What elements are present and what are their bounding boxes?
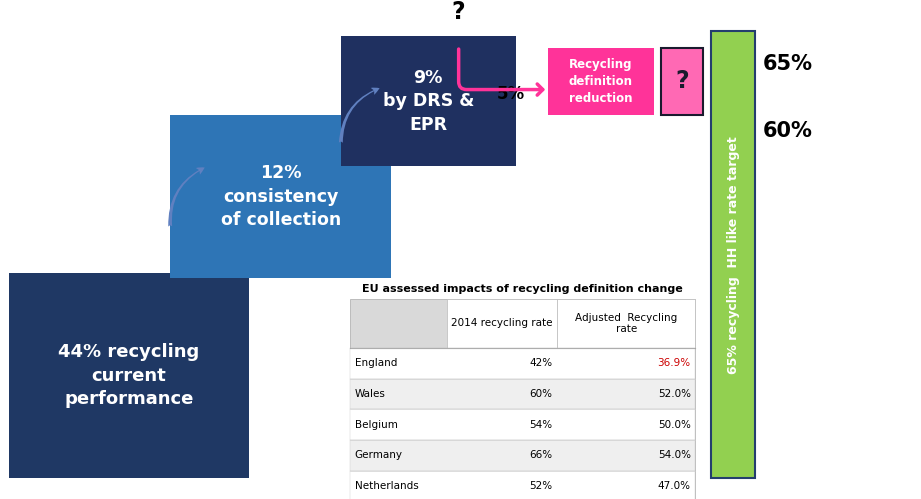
- Text: England: England: [355, 358, 397, 368]
- Text: Belgium: Belgium: [355, 420, 398, 430]
- Text: 2014 recycling rate: 2014 recycling rate: [451, 318, 553, 328]
- Text: Adjusted  Recycling
rate: Adjusted Recycling rate: [575, 312, 678, 334]
- Text: 66%: 66%: [530, 451, 553, 461]
- Text: 44% recycling
current
performance: 44% recycling current performance: [58, 343, 200, 408]
- Text: 5%: 5%: [497, 85, 525, 103]
- Text: 60%: 60%: [530, 389, 553, 399]
- Text: 60%: 60%: [763, 121, 812, 141]
- Text: 12%
consistency
of collection: 12% consistency of collection: [221, 164, 341, 229]
- FancyBboxPatch shape: [711, 31, 755, 478]
- FancyBboxPatch shape: [350, 348, 695, 379]
- FancyBboxPatch shape: [661, 48, 703, 115]
- Text: Wales: Wales: [355, 389, 386, 399]
- FancyArrowPatch shape: [339, 88, 379, 143]
- Text: 50.0%: 50.0%: [658, 420, 691, 430]
- Text: 42%: 42%: [530, 358, 553, 368]
- Text: 47.0%: 47.0%: [658, 481, 691, 491]
- Text: EU assessed impacts of recycling definition change: EU assessed impacts of recycling definit…: [362, 284, 683, 294]
- FancyBboxPatch shape: [350, 299, 695, 499]
- FancyBboxPatch shape: [350, 440, 695, 471]
- Text: 65% recycling  HH like rate target: 65% recycling HH like rate target: [727, 136, 740, 374]
- Text: Recycling
definition
reduction: Recycling definition reduction: [569, 58, 633, 105]
- Text: ?: ?: [675, 69, 689, 93]
- FancyBboxPatch shape: [447, 299, 557, 348]
- FancyBboxPatch shape: [557, 299, 695, 348]
- FancyBboxPatch shape: [350, 471, 695, 499]
- Text: 54.0%: 54.0%: [658, 451, 691, 461]
- Text: ?: ?: [452, 0, 465, 24]
- FancyBboxPatch shape: [350, 379, 695, 409]
- Text: 54%: 54%: [530, 420, 553, 430]
- Text: 36.9%: 36.9%: [658, 358, 691, 368]
- Text: Netherlands: Netherlands: [355, 481, 418, 491]
- Text: 52.0%: 52.0%: [658, 389, 691, 399]
- FancyBboxPatch shape: [548, 48, 654, 115]
- FancyArrowPatch shape: [169, 167, 204, 227]
- Text: 52%: 52%: [530, 481, 553, 491]
- FancyBboxPatch shape: [341, 36, 516, 166]
- FancyBboxPatch shape: [9, 273, 249, 478]
- Text: 65%: 65%: [763, 54, 812, 74]
- FancyBboxPatch shape: [170, 115, 391, 278]
- FancyBboxPatch shape: [350, 409, 695, 440]
- Text: Germany: Germany: [355, 451, 402, 461]
- Text: 9%
by DRS &
EPR: 9% by DRS & EPR: [382, 68, 474, 134]
